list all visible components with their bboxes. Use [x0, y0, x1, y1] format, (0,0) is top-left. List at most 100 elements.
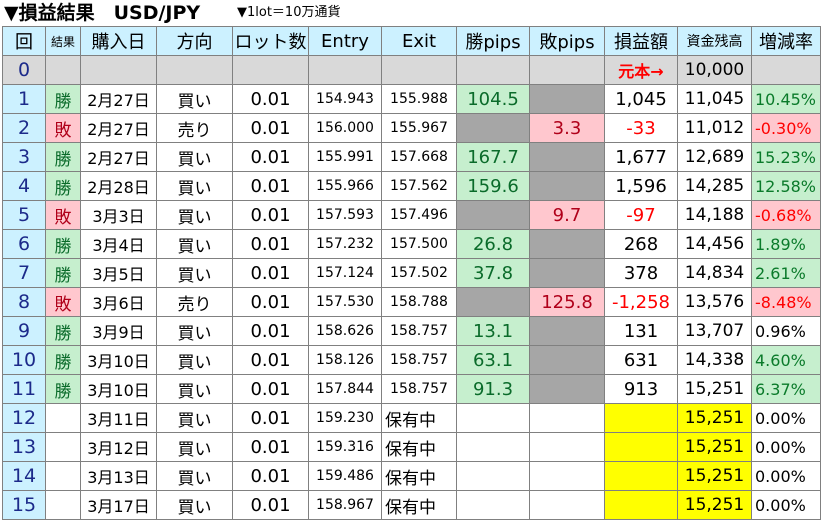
exit-cell: 158.788	[381, 287, 457, 317]
win-pips-cell: 26.8	[456, 229, 530, 259]
direction-cell: 買い	[156, 316, 233, 346]
entry-cell: 158.967	[308, 490, 382, 520]
pl-cell: 1,045	[604, 84, 678, 114]
date-cell: 2月27日	[80, 84, 157, 114]
lot-cell: 0.01	[232, 258, 309, 288]
pl-cell	[604, 403, 678, 433]
empty-cell	[45, 55, 81, 85]
exit-cell: 155.988	[381, 84, 457, 114]
entry-cell: 158.626	[308, 316, 382, 346]
table-row: 15 3月17日 買い 0.01 158.967 保有中 15,251 0.00%	[2, 490, 821, 520]
header-no: 回	[2, 26, 46, 56]
exit-cell: 保有中	[381, 432, 457, 462]
rate-cell: -8.48%	[751, 287, 821, 317]
entry-cell: 157.124	[308, 258, 382, 288]
direction-cell: 買い	[156, 490, 233, 520]
direction-cell: 買い	[156, 461, 233, 491]
header-rate: 増減率	[751, 26, 821, 56]
rate-cell: 0.00%	[751, 490, 821, 520]
win-pips-cell	[456, 432, 530, 462]
empty-cell	[308, 55, 382, 85]
date-cell: 3月9日	[80, 316, 157, 346]
exit-cell: 保有中	[381, 461, 457, 491]
header-row: 回 結果 購入日 方向 ロット数 Entry Exit 勝pips 敗pips …	[2, 26, 821, 56]
sheet-title: ▼損益結果 USD/JPY	[4, 2, 201, 24]
rate-cell: 2.61%	[751, 258, 821, 288]
row-no: 13	[2, 432, 46, 462]
exit-cell: 155.967	[381, 113, 457, 143]
pl-cell: 268	[604, 229, 678, 259]
rate-cell: 10.45%	[751, 84, 821, 114]
header-exit: Exit	[381, 26, 457, 56]
exit-cell: 157.500	[381, 229, 457, 259]
pl-cell	[604, 490, 678, 520]
result-cell: 勝	[45, 84, 81, 114]
balance-cell: 14,285	[677, 171, 752, 201]
loss-pips-cell	[529, 229, 605, 259]
direction-cell: 買い	[156, 345, 233, 375]
header-result: 結果	[45, 26, 81, 56]
rate-cell: 12.58%	[751, 171, 821, 201]
win-pips-cell: 91.3	[456, 374, 530, 404]
entry-cell: 157.844	[308, 374, 382, 404]
loss-pips-cell: 125.8	[529, 287, 605, 317]
empty-cell	[751, 55, 821, 85]
lot-cell: 0.01	[232, 287, 309, 317]
loss-pips-cell	[529, 84, 605, 114]
entry-cell: 159.230	[308, 403, 382, 433]
header-balance: 資金残高	[677, 26, 752, 56]
date-cell: 3月4日	[80, 229, 157, 259]
pl-cell	[604, 461, 678, 491]
lot-cell: 0.01	[232, 432, 309, 462]
header-direction: 方向	[156, 26, 233, 56]
row-no: 5	[2, 200, 46, 230]
direction-cell: 買い	[156, 142, 233, 172]
win-pips-cell: 37.8	[456, 258, 530, 288]
row-no: 2	[2, 113, 46, 143]
header-loss-pips: 敗pips	[529, 26, 605, 56]
header-win-pips: 勝pips	[456, 26, 530, 56]
balance-cell: 15,251	[677, 374, 752, 404]
lot-cell: 0.01	[232, 345, 309, 375]
win-pips-cell: 63.1	[456, 345, 530, 375]
row-no: 14	[2, 461, 46, 491]
pl-table: 回 結果 購入日 方向 ロット数 Entry Exit 勝pips 敗pips …	[2, 26, 821, 520]
lot-cell: 0.01	[232, 200, 309, 230]
win-pips-cell: 13.1	[456, 316, 530, 346]
win-pips-cell	[456, 461, 530, 491]
date-cell: 3月11日	[80, 403, 157, 433]
row-no: 1	[2, 84, 46, 114]
table-row: 6 勝 3月4日 買い 0.01 157.232 157.500 26.8 268 14,456 1…	[2, 229, 821, 259]
empty-cell	[456, 55, 530, 85]
header-entry: Entry	[308, 26, 382, 56]
empty-cell	[232, 55, 309, 85]
exit-cell: 保有中	[381, 490, 457, 520]
direction-cell: 買い	[156, 432, 233, 462]
direction-cell: 売り	[156, 113, 233, 143]
date-cell: 3月13日	[80, 461, 157, 491]
lot-cell: 0.01	[232, 490, 309, 520]
balance-cell: 14,188	[677, 200, 752, 230]
empty-cell	[80, 55, 157, 85]
rate-cell: -0.68%	[751, 200, 821, 230]
direction-cell: 買い	[156, 171, 233, 201]
balance-cell: 14,338	[677, 345, 752, 375]
exit-cell: 157.502	[381, 258, 457, 288]
table-row: 10 勝 3月10日 買い 0.01 158.126 158.757 63.1 631 14,33…	[2, 345, 821, 375]
row-no: 10	[2, 345, 46, 375]
row-no: 6	[2, 229, 46, 259]
header-pl: 損益額	[604, 26, 678, 56]
pl-cell: -1,258	[604, 287, 678, 317]
loss-pips-cell	[529, 316, 605, 346]
row-no: 4	[2, 171, 46, 201]
date-cell: 2月27日	[80, 113, 157, 143]
exit-cell: 157.562	[381, 171, 457, 201]
win-pips-cell: 167.7	[456, 142, 530, 172]
empty-cell	[381, 55, 457, 85]
entry-cell: 154.943	[308, 84, 382, 114]
exit-cell: 158.757	[381, 345, 457, 375]
entry-cell: 158.126	[308, 345, 382, 375]
date-cell: 2月28日	[80, 171, 157, 201]
row-no: 0	[2, 55, 46, 85]
loss-pips-cell	[529, 374, 605, 404]
